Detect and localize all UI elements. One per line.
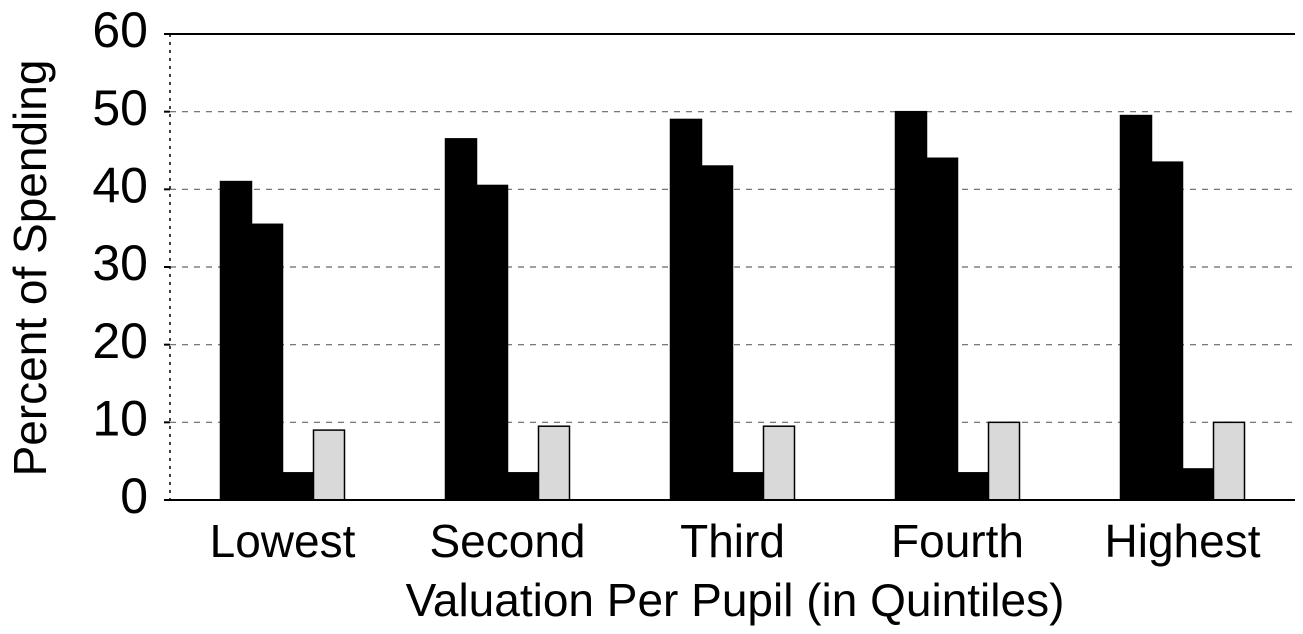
x-tick-label: Lowest (210, 515, 356, 567)
bar (731, 472, 765, 501)
y-axis-label: Percent of Spending (4, 60, 56, 477)
x-tick-label: Second (429, 515, 585, 567)
bar (312, 429, 346, 501)
bar (506, 472, 540, 501)
bar (925, 157, 959, 501)
bar (1212, 421, 1246, 501)
bar (250, 223, 284, 501)
bar (475, 184, 509, 501)
bar (219, 180, 253, 501)
y-tick-label: 10 (92, 391, 148, 447)
y-tick-label: 30 (92, 235, 148, 291)
x-tick-label: Third (680, 515, 785, 567)
bar (444, 138, 478, 501)
bar (956, 472, 990, 501)
bar (987, 421, 1021, 501)
bar (700, 165, 734, 501)
x-tick-label: Fourth (891, 515, 1024, 567)
bar (1181, 468, 1215, 501)
bar (669, 118, 703, 501)
y-tick-label: 50 (92, 80, 148, 136)
bar (1119, 114, 1153, 501)
bar (894, 110, 928, 501)
x-tick-label: Highest (1105, 515, 1261, 567)
y-tick-label: 40 (92, 158, 148, 214)
y-tick-label: 0 (120, 468, 148, 524)
y-tick-label: 60 (92, 2, 148, 58)
bar (281, 472, 315, 501)
bar (762, 425, 796, 501)
bar (1150, 161, 1184, 501)
bar (537, 425, 571, 501)
y-tick-label: 20 (92, 313, 148, 369)
x-axis-label: Valuation Per Pupil (in Quintiles) (406, 574, 1065, 626)
